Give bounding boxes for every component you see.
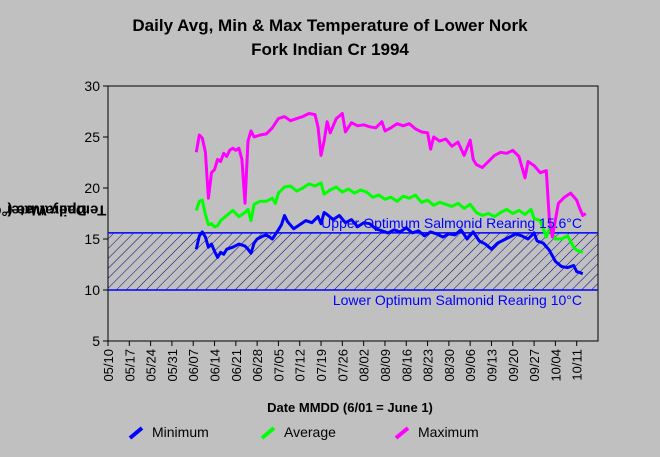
legend-item-average: Average xyxy=(260,424,336,440)
x-tick-label: 07/05 xyxy=(271,349,286,382)
x-tick-label: 08/09 xyxy=(378,349,393,382)
x-tick-label: 05/10 xyxy=(101,349,116,382)
x-tick-label: 07/26 xyxy=(335,349,350,382)
legend-item-maximum: Maximum xyxy=(394,424,479,440)
x-tick-label: 09/27 xyxy=(527,349,542,382)
x-tick-label: 06/14 xyxy=(208,349,223,382)
legend-item-minimum: Minimum xyxy=(128,424,209,440)
chart-title-line-1: Daily Avg, Min & Max Temperature of Lowe… xyxy=(132,16,528,35)
x-axis-label: Date MMDD (6/01 = June 1) xyxy=(267,400,433,415)
legend-swatch-minimum xyxy=(128,426,144,440)
x-tick-label: 08/30 xyxy=(442,349,457,382)
legend-swatch-maximum xyxy=(394,426,410,440)
x-tick-label: 09/20 xyxy=(506,349,521,382)
optimum-band xyxy=(108,232,598,290)
x-tick-label: 08/02 xyxy=(357,349,372,382)
legend-label-minimum: Minimum xyxy=(152,424,209,440)
x-tick-label: 05/17 xyxy=(122,349,137,382)
x-tick-label: 05/31 xyxy=(165,349,180,382)
y-tick-label: 20 xyxy=(84,180,100,196)
x-tick-label: 08/23 xyxy=(421,349,436,382)
x-tick-label: 05/24 xyxy=(144,349,159,382)
y-tick-label: 5 xyxy=(92,333,100,349)
chart-title: Daily Avg, Min & Max Temperature of Lowe… xyxy=(0,14,660,62)
legend-label-average: Average xyxy=(284,424,336,440)
x-tick-label: 09/06 xyxy=(463,349,478,382)
x-tick-label: 07/19 xyxy=(314,349,329,382)
x-tick-label: 06/07 xyxy=(186,349,201,382)
series-line-maximum xyxy=(194,112,587,239)
legend-label-maximum: Maximum xyxy=(418,424,479,440)
y-tick-label: 10 xyxy=(84,282,100,298)
upper-optimum-label: Upper Optimum Salmonid Rearing 15.6°C xyxy=(321,215,582,231)
x-tick-label: 06/21 xyxy=(229,349,244,382)
x-tick-label: 06/28 xyxy=(250,349,265,382)
legend: Minimum Average Maximum xyxy=(0,424,660,444)
lower-optimum-label: Lower Optimum Salmonid Rearing 10°C xyxy=(333,292,582,308)
chart-plot: 5 10 15 20 25 30 05/10 05/17 05/24 05/31 06/07 06/1… xyxy=(84,78,599,382)
legend-swatch-average xyxy=(260,426,276,440)
plot-area xyxy=(107,85,599,342)
chart-title-line-2: Fork Indian Cr 1994 xyxy=(251,40,409,59)
y-tick-label: 15 xyxy=(84,231,100,247)
y-tick-label: 30 xyxy=(84,78,100,94)
y-tick-label: 25 xyxy=(84,129,100,145)
series-line-average xyxy=(194,181,584,254)
x-tick-label: 09/13 xyxy=(484,349,499,382)
series-line-minimum xyxy=(194,211,584,276)
x-tick-label: 10/11 xyxy=(570,349,585,381)
x-tick-label: 07/12 xyxy=(293,349,308,382)
x-tick-label: 08/16 xyxy=(399,349,414,382)
x-tick-label: 10/04 xyxy=(548,349,563,382)
